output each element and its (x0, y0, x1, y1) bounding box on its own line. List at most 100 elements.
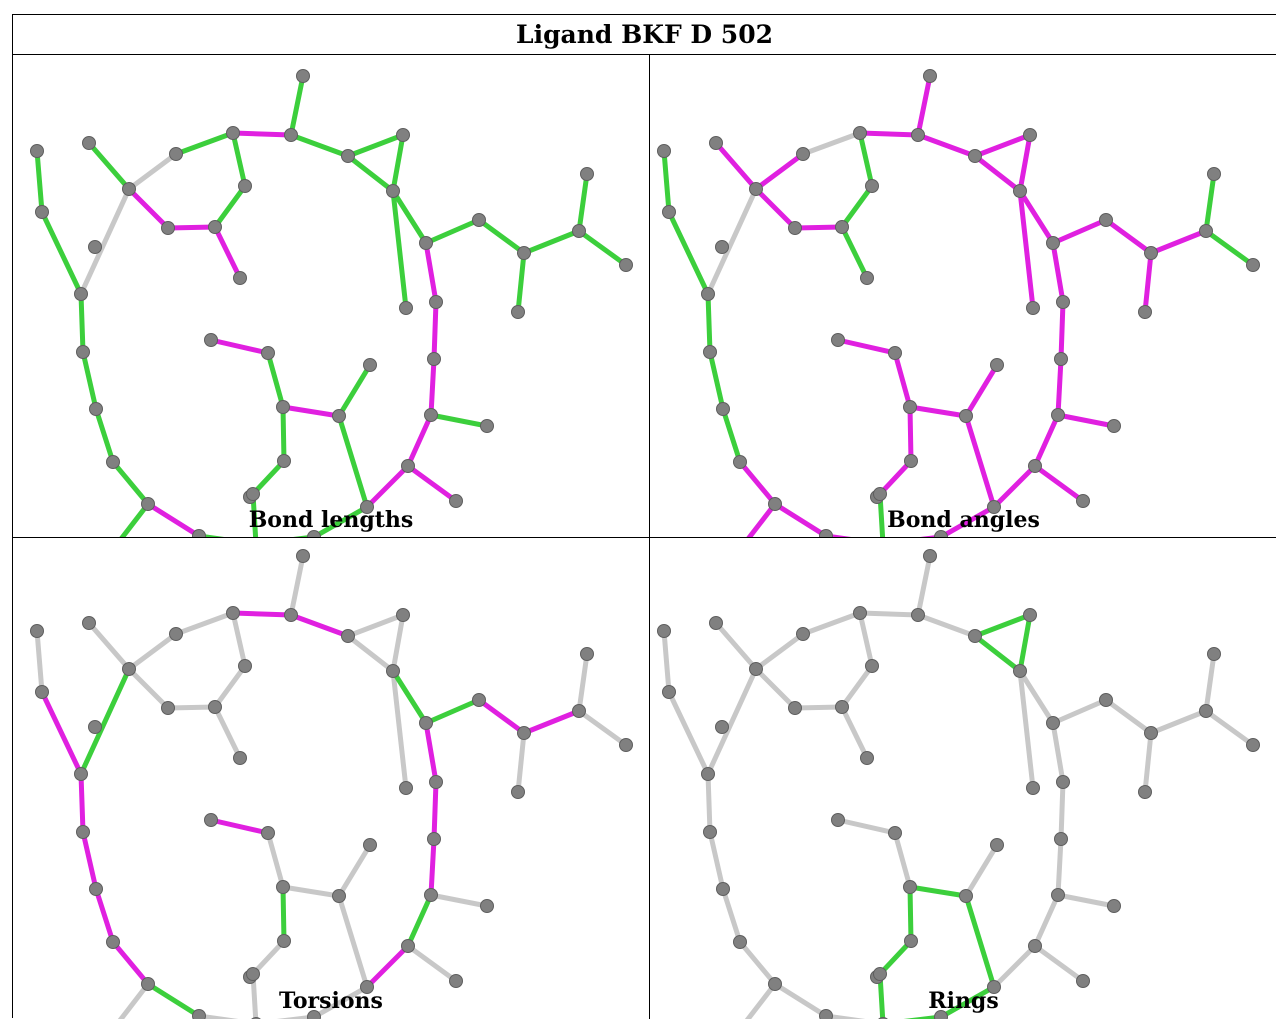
bond (1151, 711, 1206, 733)
bond (176, 613, 233, 634)
atom (1200, 705, 1213, 718)
atom (364, 359, 377, 372)
atom (420, 717, 433, 730)
atom (31, 625, 44, 638)
atom (924, 550, 937, 563)
bond (1058, 895, 1114, 906)
caption-bond-lengths: Bond lengths (13, 507, 649, 533)
bond (795, 227, 842, 228)
bond (1020, 135, 1030, 191)
atom (581, 648, 594, 661)
bond (431, 839, 434, 895)
bond (348, 135, 403, 156)
bond (860, 133, 872, 186)
atom (658, 625, 671, 638)
atom (364, 839, 377, 852)
atom (400, 782, 413, 795)
atom (518, 727, 531, 740)
atom (717, 403, 730, 416)
bond (756, 189, 795, 228)
atom (247, 488, 260, 501)
atom (1027, 302, 1040, 315)
bond (113, 942, 148, 984)
bond (1106, 220, 1151, 253)
bond (408, 946, 456, 981)
bond (723, 409, 740, 462)
bond (176, 133, 233, 154)
bond (1206, 711, 1253, 745)
bond (1053, 243, 1063, 302)
atom (702, 768, 715, 781)
atom (1108, 420, 1121, 433)
atom (239, 660, 252, 673)
atom (234, 272, 247, 285)
molecule-bond-angles (650, 55, 1276, 537)
atom (262, 827, 275, 840)
atom (473, 694, 486, 707)
atom (1047, 717, 1060, 730)
atom (750, 183, 763, 196)
bond (669, 212, 708, 294)
bond (708, 669, 756, 774)
atom (854, 607, 867, 620)
atom (481, 420, 494, 433)
bond (975, 135, 1030, 156)
atom (209, 221, 222, 234)
bond (426, 700, 479, 723)
atom (1247, 259, 1260, 272)
atom (1139, 306, 1152, 319)
bond (910, 407, 911, 461)
atom (430, 776, 443, 789)
bond (1053, 700, 1106, 723)
atom (227, 127, 240, 140)
bond (83, 352, 96, 409)
bond (1035, 895, 1058, 946)
atom (836, 701, 849, 714)
bond (215, 227, 240, 278)
atom (991, 359, 1004, 372)
atom (342, 150, 355, 163)
atom (797, 148, 810, 161)
bond (168, 227, 215, 228)
atom (297, 70, 310, 83)
bond (1058, 839, 1061, 895)
atom (832, 814, 845, 827)
atom (854, 127, 867, 140)
molecule-bond-lengths (13, 55, 649, 537)
atom (450, 975, 463, 988)
bond (842, 707, 867, 758)
molecule-torsions (13, 538, 649, 1019)
bond (918, 135, 975, 156)
bond (367, 946, 408, 987)
atom (904, 401, 917, 414)
atom (31, 145, 44, 158)
atom (420, 237, 433, 250)
bond (479, 700, 524, 733)
atom (1014, 665, 1027, 678)
bond (975, 156, 1020, 191)
bond (1206, 174, 1214, 231)
bond (291, 556, 303, 615)
atom (1100, 214, 1113, 227)
bond (1058, 359, 1061, 415)
bond (233, 613, 245, 666)
bond (1053, 220, 1106, 243)
atom (1077, 975, 1090, 988)
atom (1052, 889, 1065, 902)
bond (83, 832, 96, 889)
atom (904, 881, 917, 894)
atom (969, 150, 982, 163)
atom (481, 900, 494, 913)
atom (1057, 296, 1070, 309)
bond (168, 707, 215, 708)
atom (1055, 353, 1068, 366)
bond (1206, 654, 1214, 711)
bond (669, 692, 708, 774)
atom (1047, 237, 1060, 250)
bond (42, 692, 81, 774)
bond (339, 416, 367, 507)
panel-bond-angles: Bond angles (650, 55, 1276, 537)
bond (1058, 415, 1114, 426)
atom (905, 455, 918, 468)
atom (866, 660, 879, 673)
